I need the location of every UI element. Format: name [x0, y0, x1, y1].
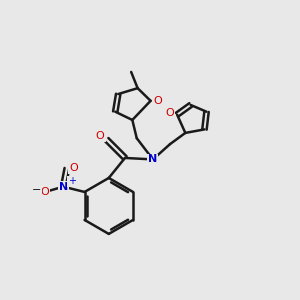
Text: N: N: [59, 182, 68, 192]
Text: O: O: [154, 96, 162, 106]
Text: −: −: [32, 185, 41, 196]
Text: +: +: [68, 176, 76, 186]
Text: O: O: [69, 164, 78, 173]
Text: N: N: [148, 154, 158, 164]
Text: O: O: [165, 108, 174, 118]
Text: O: O: [96, 131, 105, 141]
Text: O: O: [41, 187, 50, 197]
